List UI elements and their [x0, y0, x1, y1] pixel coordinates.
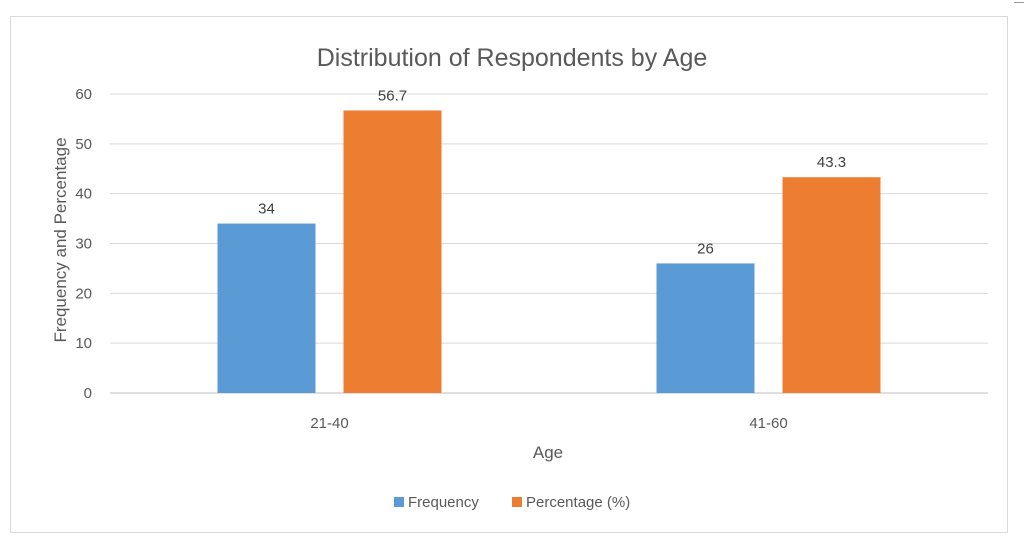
data-labels: 34 56.7 26 43.3 [258, 87, 846, 257]
x-axis-ticks: 21-40 41-60 [310, 415, 787, 432]
y-tick-label: 10 [75, 335, 92, 352]
y-tick-label: 50 [75, 136, 92, 153]
y-tick-label: 20 [75, 285, 92, 302]
x-tick-label: 41-60 [749, 415, 787, 432]
legend: Frequency Percentage (%) [394, 494, 630, 511]
y-axis-ticks: 0 10 20 30 40 50 60 [75, 86, 92, 402]
bar [656, 263, 755, 393]
legend-swatch [394, 497, 404, 507]
x-axis-title: Age [533, 443, 563, 462]
y-axis-title: Frequency and Percentage [51, 137, 70, 342]
x-tick-label: 21-40 [310, 415, 348, 432]
bar [343, 110, 442, 393]
legend-swatch [512, 497, 522, 507]
data-label: 43.3 [817, 154, 846, 171]
corner-mark [1014, 2, 1024, 3]
data-label: 26 [697, 240, 714, 257]
legend-label: Percentage (%) [526, 494, 630, 511]
bar [782, 177, 881, 393]
legend-label: Frequency [408, 494, 479, 511]
y-tick-label: 0 [84, 385, 92, 402]
bars [217, 110, 881, 393]
chart-title: Distribution of Respondents by Age [317, 44, 708, 72]
data-label: 56.7 [378, 87, 407, 104]
bar [217, 223, 316, 393]
y-tick-label: 60 [75, 86, 92, 103]
data-label: 34 [258, 201, 275, 218]
y-tick-label: 30 [75, 236, 92, 253]
y-tick-label: 40 [75, 186, 92, 203]
